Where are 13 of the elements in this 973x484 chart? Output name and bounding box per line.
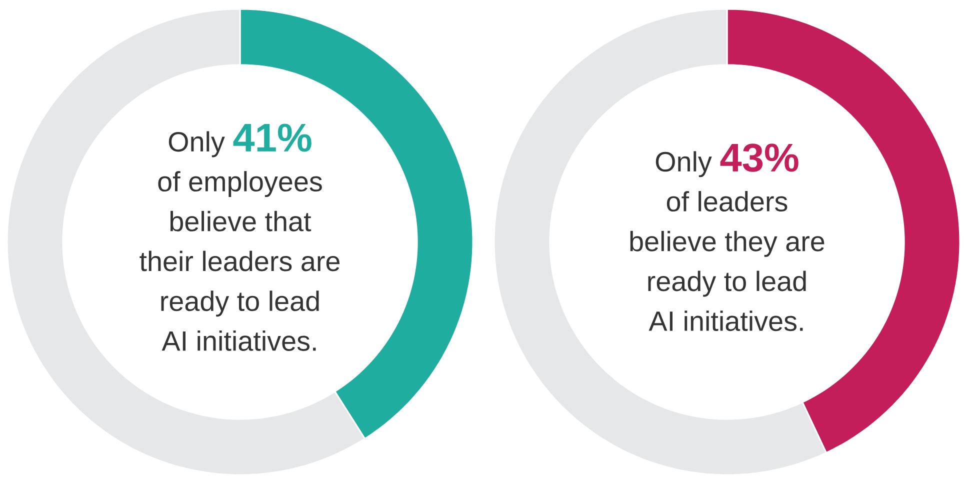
text: ready to lead xyxy=(648,270,806,297)
text: of leaders xyxy=(666,191,788,212)
data-label: 41% xyxy=(233,124,312,152)
text: believe they are xyxy=(630,230,824,257)
text: believe that xyxy=(170,210,312,232)
text: their leaders are xyxy=(140,250,340,272)
data-label: 43% xyxy=(720,144,798,172)
text: of employees xyxy=(158,171,322,198)
text: AI initiatives. xyxy=(648,310,803,332)
text: ready to lead xyxy=(161,290,319,317)
text: Only xyxy=(656,151,712,178)
text: AI initiatives. xyxy=(162,330,316,351)
text: Only xyxy=(168,131,225,158)
